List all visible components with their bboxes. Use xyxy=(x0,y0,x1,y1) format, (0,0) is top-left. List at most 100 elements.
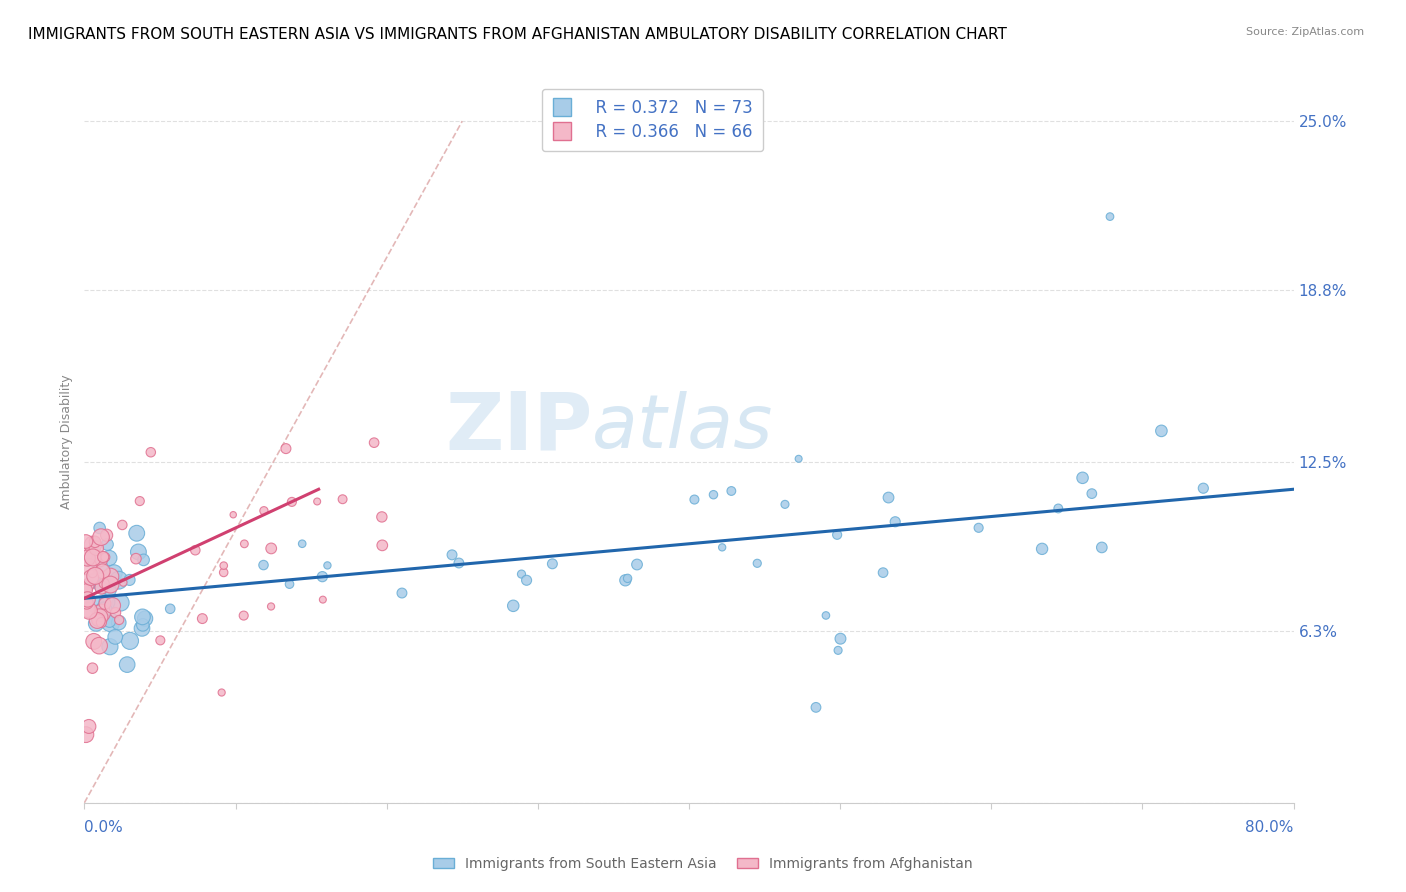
Point xyxy=(111,518,134,533)
Point xyxy=(86,614,108,628)
Point xyxy=(89,551,111,566)
Point xyxy=(98,583,121,598)
Point xyxy=(94,597,117,611)
Point xyxy=(281,495,304,509)
Point xyxy=(87,613,110,627)
Point xyxy=(96,537,118,551)
Point xyxy=(91,564,114,578)
Text: 80.0%: 80.0% xyxy=(1246,820,1294,835)
Point xyxy=(773,497,796,511)
Point xyxy=(711,541,734,555)
Point xyxy=(76,596,98,610)
Point xyxy=(125,551,148,566)
Point xyxy=(702,488,724,502)
Point xyxy=(447,556,470,570)
Point xyxy=(93,603,115,617)
Point xyxy=(683,492,706,507)
Point xyxy=(96,595,118,609)
Point xyxy=(1081,486,1104,500)
Point xyxy=(100,569,122,583)
Text: IMMIGRANTS FROM SOUTH EASTERN ASIA VS IMMIGRANTS FROM AFGHANISTAN AMBULATORY DIS: IMMIGRANTS FROM SOUTH EASTERN ASIA VS IM… xyxy=(28,27,1007,42)
Point xyxy=(720,483,742,498)
Point xyxy=(91,549,114,564)
Point xyxy=(98,551,121,566)
Point xyxy=(391,586,413,600)
Point xyxy=(75,728,97,742)
Point xyxy=(82,538,104,552)
Point xyxy=(82,566,104,580)
Point xyxy=(77,553,100,567)
Point xyxy=(100,615,122,630)
Point xyxy=(212,566,235,580)
Text: atlas: atlas xyxy=(592,391,773,463)
Point xyxy=(139,445,162,459)
Point xyxy=(125,526,148,541)
Point xyxy=(96,528,118,542)
Point xyxy=(84,541,107,556)
Point xyxy=(115,657,138,672)
Point xyxy=(332,492,354,507)
Point xyxy=(233,537,256,551)
Point xyxy=(94,550,117,565)
Point xyxy=(103,566,125,580)
Legend:   R = 0.372   N = 73,   R = 0.366   N = 66: R = 0.372 N = 73, R = 0.366 N = 66 xyxy=(543,88,763,152)
Point xyxy=(626,558,648,572)
Point xyxy=(104,630,127,644)
Point xyxy=(149,633,172,648)
Point xyxy=(274,442,297,456)
Point xyxy=(82,574,104,588)
Point xyxy=(77,719,100,733)
Point xyxy=(89,521,111,535)
Point xyxy=(616,571,638,585)
Point xyxy=(90,530,112,544)
Point xyxy=(830,632,852,646)
Point xyxy=(128,494,150,508)
Point xyxy=(131,610,153,624)
Point xyxy=(191,611,214,625)
Point xyxy=(91,580,114,594)
Point xyxy=(90,581,112,595)
Point xyxy=(80,571,103,585)
Point xyxy=(159,601,181,615)
Point xyxy=(877,491,900,505)
Point xyxy=(804,700,827,714)
Point xyxy=(75,582,97,597)
Point xyxy=(89,559,111,574)
Point xyxy=(510,567,533,582)
Point xyxy=(1091,541,1114,555)
Point xyxy=(291,537,314,551)
Point xyxy=(132,553,155,567)
Point xyxy=(82,550,104,565)
Point xyxy=(127,545,149,559)
Point xyxy=(104,606,127,620)
Text: Source: ZipAtlas.com: Source: ZipAtlas.com xyxy=(1246,27,1364,37)
Point xyxy=(316,558,339,573)
Point xyxy=(77,559,100,574)
Point xyxy=(110,596,132,610)
Point xyxy=(98,640,121,654)
Point xyxy=(872,566,894,580)
Point xyxy=(84,569,107,583)
Point xyxy=(371,510,394,524)
Point xyxy=(212,558,235,573)
Point xyxy=(107,615,129,630)
Point xyxy=(614,574,637,588)
Point xyxy=(1098,210,1121,224)
Point xyxy=(211,685,233,699)
Point xyxy=(312,592,335,607)
Point xyxy=(83,634,105,648)
Point xyxy=(541,557,564,571)
Point xyxy=(90,606,112,620)
Point xyxy=(311,569,333,583)
Point xyxy=(132,618,155,632)
Point xyxy=(108,613,131,627)
Text: 0.0%: 0.0% xyxy=(84,820,124,835)
Point xyxy=(278,577,301,591)
Point xyxy=(89,639,111,653)
Point xyxy=(363,435,385,450)
Point xyxy=(184,543,207,558)
Point xyxy=(77,604,100,618)
Point xyxy=(232,608,254,623)
Point xyxy=(222,508,245,522)
Point xyxy=(118,633,141,648)
